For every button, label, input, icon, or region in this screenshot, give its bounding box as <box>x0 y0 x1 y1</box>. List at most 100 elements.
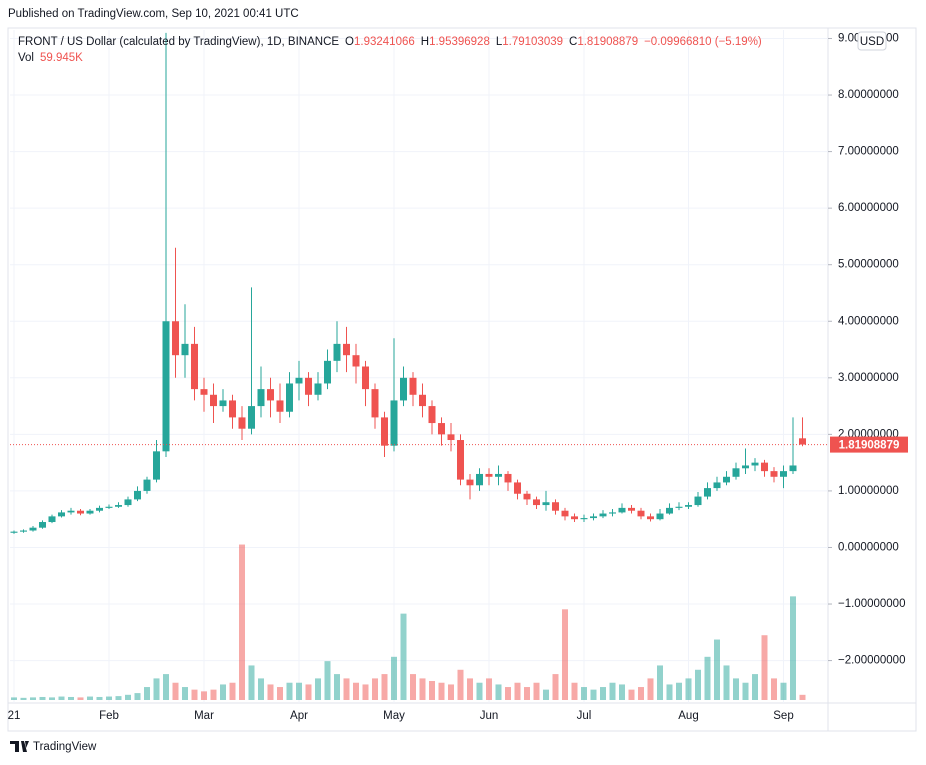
candle-body <box>96 507 103 511</box>
x-tick-label: Sep <box>773 710 793 722</box>
candle-body <box>523 493 531 500</box>
candle-body <box>238 417 246 429</box>
candle-body <box>86 510 94 514</box>
volume-bar <box>220 684 226 700</box>
volume-bar <box>666 684 673 700</box>
candle-body <box>751 462 759 466</box>
open-label: O <box>345 36 354 48</box>
volume-bar <box>457 669 464 700</box>
volume-bar <box>704 656 711 700</box>
volume-bar <box>514 682 521 700</box>
volume-bar <box>714 639 720 700</box>
candle-body <box>609 512 616 514</box>
y-tick-label: 1.00000000 <box>838 485 899 497</box>
volume-bar <box>438 682 445 700</box>
candle-body <box>67 510 75 513</box>
candle-body <box>694 496 702 506</box>
candle-body <box>324 360 331 384</box>
candle-body <box>267 389 274 401</box>
change-value: −0.09966810 (−5.19%) <box>644 36 762 48</box>
volume-bar <box>49 697 55 700</box>
volume-bar <box>448 684 454 700</box>
x-tick-label: 21 <box>8 710 21 722</box>
volume-bar <box>125 694 131 700</box>
symbol-title: FRONT / US Dollar (calculated by Trading… <box>18 36 339 48</box>
volume-bar <box>68 696 74 700</box>
candle-body <box>723 476 730 483</box>
volume-bar <box>210 689 217 700</box>
volume-bar <box>676 682 682 700</box>
candle-body <box>685 505 692 507</box>
volume-bar <box>296 682 302 700</box>
volume-bar <box>20 697 27 700</box>
candle-body <box>799 438 806 445</box>
grid <box>10 30 828 703</box>
volume-bar <box>134 693 141 700</box>
y-tick-label: 0.00000000 <box>838 542 899 554</box>
candle-body <box>181 343 189 356</box>
candle-body <box>381 417 388 446</box>
volume-bar <box>87 696 93 700</box>
volume-bar <box>96 696 103 700</box>
volume-header: Vol 59.945K <box>18 52 83 64</box>
volume-bar <box>372 678 378 700</box>
volume-bar <box>39 696 46 700</box>
candle-body <box>314 383 322 395</box>
candle-body <box>457 440 464 480</box>
candle-body <box>115 505 122 507</box>
volume-bar <box>277 687 283 700</box>
candle-body <box>409 377 417 395</box>
candle-body <box>732 468 740 477</box>
candle-body <box>371 389 379 418</box>
volume-bar <box>30 697 36 700</box>
close-value: 1.81908879 <box>577 36 638 48</box>
volume-bar <box>106 696 112 700</box>
x-tick-label: Feb <box>99 710 119 722</box>
volume-bar <box>486 678 492 700</box>
candle-body <box>742 465 749 469</box>
candle-body <box>305 377 312 395</box>
candle-body <box>514 482 521 494</box>
volume-bar <box>600 687 606 700</box>
volume-bar <box>742 682 749 700</box>
volume-bar <box>562 609 568 700</box>
volume-bar <box>467 678 473 700</box>
volume-bar <box>780 682 787 700</box>
candle-body <box>124 499 132 506</box>
candle-body <box>219 400 227 407</box>
candle-body <box>713 482 721 489</box>
footer-brand: TradingView <box>33 741 97 753</box>
volume-bar <box>182 687 188 700</box>
x-tick-label: Jun <box>480 710 499 722</box>
candle-body <box>428 406 436 424</box>
price-axis: −2.00000000 −1.00000000 0.00000000 1.000000… <box>8 33 908 722</box>
volume-bar <box>153 678 160 700</box>
candle-body <box>343 343 350 356</box>
open-value: 1.93241066 <box>354 36 415 48</box>
volume-bar <box>685 678 692 700</box>
candle-body <box>552 502 559 511</box>
volume-bar <box>543 689 549 700</box>
volume-bar <box>723 665 730 700</box>
last-price-label: 1.81908879 <box>839 440 900 452</box>
volume-bar <box>324 661 331 700</box>
volume-bar <box>11 697 17 700</box>
volume-value: 59.945K <box>40 52 83 64</box>
volume-bar <box>144 687 150 700</box>
close-label: C <box>569 36 577 48</box>
candle-body <box>542 502 550 506</box>
y-tick-label: 3.00000000 <box>838 372 899 384</box>
candle-body <box>599 513 607 517</box>
low-value: 1.79103039 <box>502 36 563 48</box>
candle-body <box>628 507 635 511</box>
volume-bar <box>790 596 796 700</box>
volume-bar <box>657 665 663 700</box>
volume-bar <box>391 656 397 700</box>
high-label: H <box>421 36 429 48</box>
volume-bar <box>638 687 644 700</box>
logo <box>10 741 29 752</box>
candle-body <box>704 488 711 497</box>
volume-bar <box>733 678 739 700</box>
y-tick-label: 6.00000000 <box>838 202 899 214</box>
